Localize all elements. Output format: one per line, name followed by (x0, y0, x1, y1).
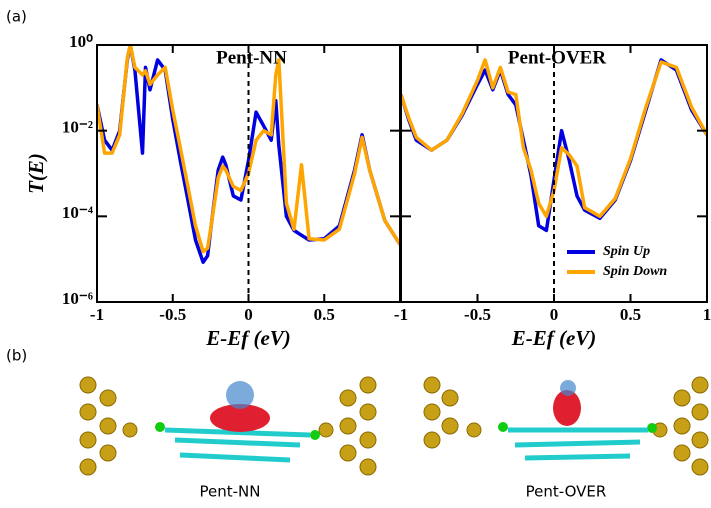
x-tick-label: 0 (244, 305, 253, 324)
y-tick-label: 10⁻⁶ (62, 289, 93, 308)
legend-label: Spin Up (603, 244, 650, 259)
x-tick-label: -0.5 (159, 305, 186, 324)
legend-label: Spin Down (603, 264, 667, 279)
x-tick-label: -1 (90, 305, 104, 324)
x-tick-label: -1 (394, 305, 408, 324)
x-axis-label: E-Ef (eV) (205, 326, 291, 350)
x-tick-label: 0 (550, 305, 559, 324)
x-tick-label: -0.5 (464, 305, 491, 324)
structure-left (79, 376, 377, 476)
plot (401, 58, 707, 233)
structure-caption: Pent-OVER (526, 483, 607, 501)
panel-label: (a) (6, 8, 27, 26)
y-tick-label: 10⁻⁴ (62, 203, 93, 222)
y-axis-label: T(E) (24, 153, 48, 194)
chart-title: Pent-NN (216, 47, 287, 68)
chart-title: Pent-OVER (508, 47, 606, 68)
x-axis-label: E-Ef (eV) (511, 326, 597, 350)
y-tick-label: 10⁰ (69, 32, 93, 51)
panel-label: (b) (6, 347, 27, 365)
y-tick-label: 10⁻² (62, 118, 93, 137)
x-tick-label: 0.5 (620, 305, 641, 324)
plot (97, 45, 400, 264)
x-tick-label: 0.5 (314, 305, 335, 324)
structure-caption: Pent-NN (200, 483, 261, 501)
x-tick-label: 1 (703, 305, 711, 324)
series-line (401, 58, 707, 219)
series-line (97, 45, 400, 254)
structure-right (423, 376, 709, 476)
